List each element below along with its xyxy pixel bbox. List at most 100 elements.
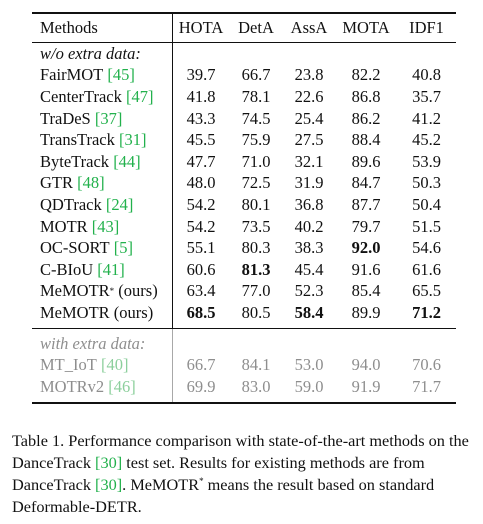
cell-idf1: 71.2 — [412, 302, 441, 322]
citation-link[interactable]: [5] — [113, 238, 133, 258]
cell-hota: 41.8 — [186, 86, 216, 106]
cell-assa: 32.1 — [294, 151, 324, 171]
section-rule — [32, 327, 456, 329]
cell-deta: 75.9 — [241, 130, 271, 150]
method-name: FairMOT [45] — [40, 65, 135, 85]
citation-link[interactable]: [43] — [91, 216, 120, 236]
table-row: CenterTrack [47] 41.8 78.1 22.6 86.8 35.7 — [32, 86, 456, 108]
method-name: MeMOTR * (ours) — [40, 281, 158, 301]
cell-hota: 66.7 — [186, 355, 216, 375]
cell-deta: 84.1 — [241, 355, 271, 375]
method-name: TraDeS [37] — [40, 108, 123, 128]
method-name: GTR [48] — [40, 173, 105, 193]
cell-deta: 71.0 — [241, 151, 271, 171]
table-bottom-rule — [32, 401, 456, 404]
cell-deta: 66.7 — [241, 65, 271, 85]
table-row: MT_IoT [40] 66.7 84.1 53.0 94.0 70.6 — [32, 354, 456, 376]
header-mota: MOTA — [342, 18, 390, 37]
cell-deta: 80.1 — [241, 194, 271, 214]
cell-hota: 54.2 — [186, 216, 216, 236]
citation-link[interactable]: [41] — [97, 259, 125, 279]
cell-idf1: 71.7 — [412, 376, 441, 396]
citation-link[interactable]: [48] — [77, 173, 105, 193]
caption-ref-2[interactable]: [30] — [95, 475, 123, 494]
cell-hota: 45.5 — [186, 130, 216, 150]
results-table: Methods HOTA DetA AssA MOTA IDF1 w/o ext… — [32, 12, 456, 404]
cell-mota: 79.7 — [351, 216, 381, 236]
section-label-no-extra: w/o extra data: — [32, 43, 456, 65]
cell-hota: 47.7 — [186, 151, 216, 171]
cell-mota: 89.9 — [351, 302, 381, 322]
cell-hota: 68.5 — [186, 302, 216, 322]
header-methods: Methods — [40, 18, 98, 37]
citation-link[interactable]: [40] — [100, 355, 129, 375]
cell-idf1: 50.3 — [412, 173, 441, 193]
cell-mota: 84.7 — [351, 173, 381, 193]
cell-mota: 86.8 — [351, 86, 381, 106]
citation-link[interactable]: [47] — [126, 86, 154, 106]
cell-deta: 80.5 — [241, 302, 271, 322]
cell-mota: 88.4 — [351, 130, 381, 150]
section-label-extra: with extra data: — [32, 332, 456, 355]
cell-assa: 59.0 — [294, 376, 324, 396]
citation-link[interactable]: [44] — [113, 151, 141, 171]
citation-link[interactable]: [37] — [94, 108, 123, 128]
method-name: QDTrack [24] — [40, 194, 134, 214]
cell-idf1: 61.6 — [412, 259, 441, 279]
table-row: TransTrack [31] 45.5 75.9 27.5 88.4 45.2 — [32, 129, 456, 151]
cell-idf1: 65.5 — [412, 281, 441, 301]
cell-assa: 23.8 — [294, 65, 324, 85]
header-assa: AssA — [290, 18, 328, 37]
table-body-extra: MT_IoT [40] 66.7 84.1 53.0 94.0 70.6 MOTRv2 [4… — [32, 354, 456, 398]
cell-mota: 82.2 — [351, 65, 381, 85]
ours-label: (ours) — [118, 281, 158, 301]
cell-assa: 38.3 — [294, 238, 324, 258]
cell-mota: 94.0 — [351, 355, 381, 375]
cell-assa: 58.4 — [294, 302, 324, 322]
cell-hota: 48.0 — [186, 173, 216, 193]
table-header-row: Methods HOTA DetA AssA MOTA IDF1 — [32, 14, 456, 42]
cell-deta: 72.5 — [241, 173, 271, 193]
cell-assa: 40.2 — [294, 216, 324, 236]
cell-hota: 60.6 — [186, 259, 216, 279]
citation-link[interactable]: [31] — [119, 130, 147, 150]
citation-link[interactable]: [46] — [108, 376, 136, 396]
cell-hota: 55.1 — [186, 238, 216, 258]
table-row: C-BIoU [41] 60.6 81.3 45.4 91.6 61.6 — [32, 258, 456, 281]
header-rule — [32, 42, 456, 43]
method-name: MT_IoT [40] — [40, 355, 129, 375]
method-name: MOTRv2 [46] — [40, 376, 136, 396]
cell-hota: 43.3 — [186, 108, 216, 128]
cell-assa: 22.6 — [294, 86, 324, 106]
cell-hota: 54.2 — [186, 194, 216, 214]
cell-assa: 31.9 — [294, 173, 324, 193]
cell-idf1: 50.4 — [412, 194, 441, 214]
table-row: OC-SORT [5] 55.1 80.3 38.3 92.0 54.6 — [32, 237, 456, 259]
cell-deta: 73.5 — [241, 216, 271, 236]
cell-idf1: 54.6 — [412, 238, 441, 258]
header-idf1: IDF1 — [409, 18, 444, 37]
table-row: FairMOT [45] 39.7 66.7 23.8 82.2 40.8 — [32, 64, 456, 87]
cell-idf1: 51.5 — [412, 216, 441, 236]
table-row: ByteTrack [44] 47.7 71.0 32.1 89.6 53.9 — [32, 150, 456, 173]
cell-mota: 92.0 — [351, 238, 381, 258]
cell-idf1: 40.8 — [412, 65, 441, 85]
cell-idf1: 41.2 — [412, 108, 441, 128]
citation-link[interactable]: [24] — [105, 194, 134, 214]
table-body-main: FairMOT [45] 39.7 66.7 23.8 82.2 40.8 CenterTr… — [32, 64, 456, 324]
cell-idf1: 35.7 — [412, 86, 441, 106]
caption-ref-1[interactable]: [30] — [95, 453, 123, 472]
citation-link[interactable]: [45] — [107, 65, 135, 85]
method-name: C-BIoU [41] — [40, 259, 125, 279]
cell-deta: 83.0 — [241, 376, 271, 396]
cell-mota: 86.2 — [351, 108, 381, 128]
cell-deta: 77.0 — [241, 281, 271, 301]
cell-assa: 45.4 — [294, 259, 324, 279]
cell-mota: 89.6 — [351, 151, 381, 171]
cell-hota: 39.7 — [186, 65, 216, 85]
cell-deta: 78.1 — [241, 86, 271, 106]
header-deta: DetA — [238, 18, 274, 37]
cell-assa: 25.4 — [294, 108, 324, 128]
cell-idf1: 45.2 — [412, 130, 441, 150]
method-name: CenterTrack [47] — [40, 86, 154, 106]
